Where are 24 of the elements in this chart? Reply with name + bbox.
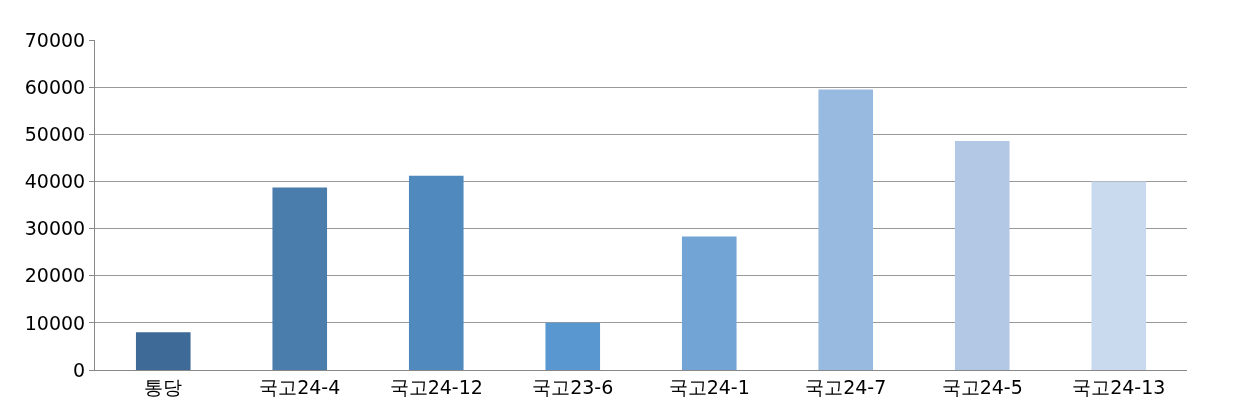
y-tick-label: 30000 [24,217,86,240]
y-tick-label: 10000 [24,311,86,334]
x-tick-label: 국고24-4 [259,375,341,398]
bar [272,187,328,370]
x-tick-label: 국고24-12 [389,375,483,398]
bar [954,140,1010,370]
bar [1091,181,1147,370]
x-tick-label: 국고23-6 [532,375,614,398]
bar [818,89,874,370]
y-tick-label: 70000 [24,28,86,51]
y-tick-label: 40000 [24,170,86,193]
bar [135,332,191,370]
bar [408,175,464,370]
y-tick-label: 0 [73,358,86,381]
y-tick-label: 20000 [24,264,86,287]
y-tick-label: 50000 [24,122,86,145]
x-tick-label: 국고24-1 [668,375,750,398]
y-tick-label: 60000 [24,75,86,98]
x-tick-label: 국고24-13 [1072,375,1166,398]
x-tick-label: 국고24-7 [805,375,887,398]
bar [545,322,601,370]
x-tick-label: 통당 [144,375,183,398]
bar [681,236,737,370]
x-tick-label: 국고24-5 [941,375,1023,398]
